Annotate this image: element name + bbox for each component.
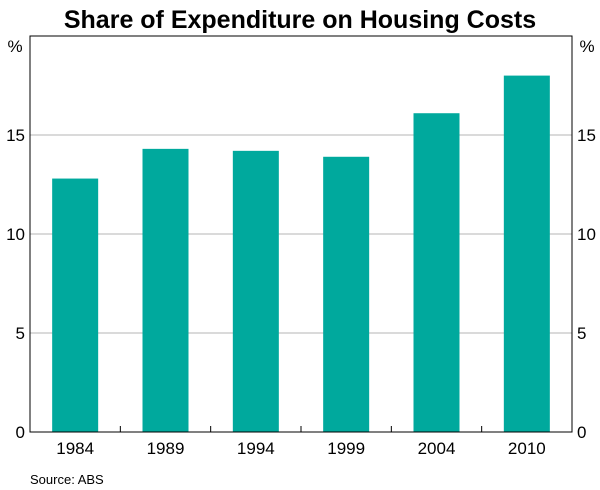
bar-1994 xyxy=(232,150,279,432)
y-tick-label-right: 5 xyxy=(577,324,586,343)
x-tick-label-1984: 1984 xyxy=(56,439,94,458)
y-tick-label-left: 10 xyxy=(6,225,25,244)
bar-2010 xyxy=(503,75,550,432)
y-tick-label-left: 5 xyxy=(16,324,25,343)
bar-1989 xyxy=(142,148,189,433)
chart-title: Share of Expenditure on Housing Costs xyxy=(64,6,536,34)
y-axis-unit-left: % xyxy=(7,37,22,56)
bar-1999 xyxy=(323,156,370,432)
y-tick-label-right: 15 xyxy=(577,126,596,145)
bar-2004 xyxy=(413,113,460,432)
x-tick-label-1999: 1999 xyxy=(327,439,365,458)
y-tick-label-right: 0 xyxy=(577,423,586,442)
x-tick-label-1989: 1989 xyxy=(147,439,185,458)
y-axis-left: 0 5 10 15 xyxy=(6,126,25,442)
bar-1984 xyxy=(52,178,99,432)
source-note: Source: ABS xyxy=(30,472,104,487)
y-axis-unit-right: % xyxy=(579,37,594,56)
x-tick-label-2010: 2010 xyxy=(508,439,546,458)
y-tick-label-left: 15 xyxy=(6,126,25,145)
y-tick-label-left: 0 xyxy=(16,423,25,442)
x-tick-label-2004: 2004 xyxy=(418,439,456,458)
x-tick-label-1994: 1994 xyxy=(237,439,275,458)
y-axis-right: 0 5 10 15 xyxy=(577,126,596,442)
y-tick-label-right: 10 xyxy=(577,225,596,244)
bars xyxy=(52,75,550,433)
gridlines xyxy=(30,134,572,334)
x-axis: 1984 1989 1994 1999 2004 2010 xyxy=(56,426,546,458)
